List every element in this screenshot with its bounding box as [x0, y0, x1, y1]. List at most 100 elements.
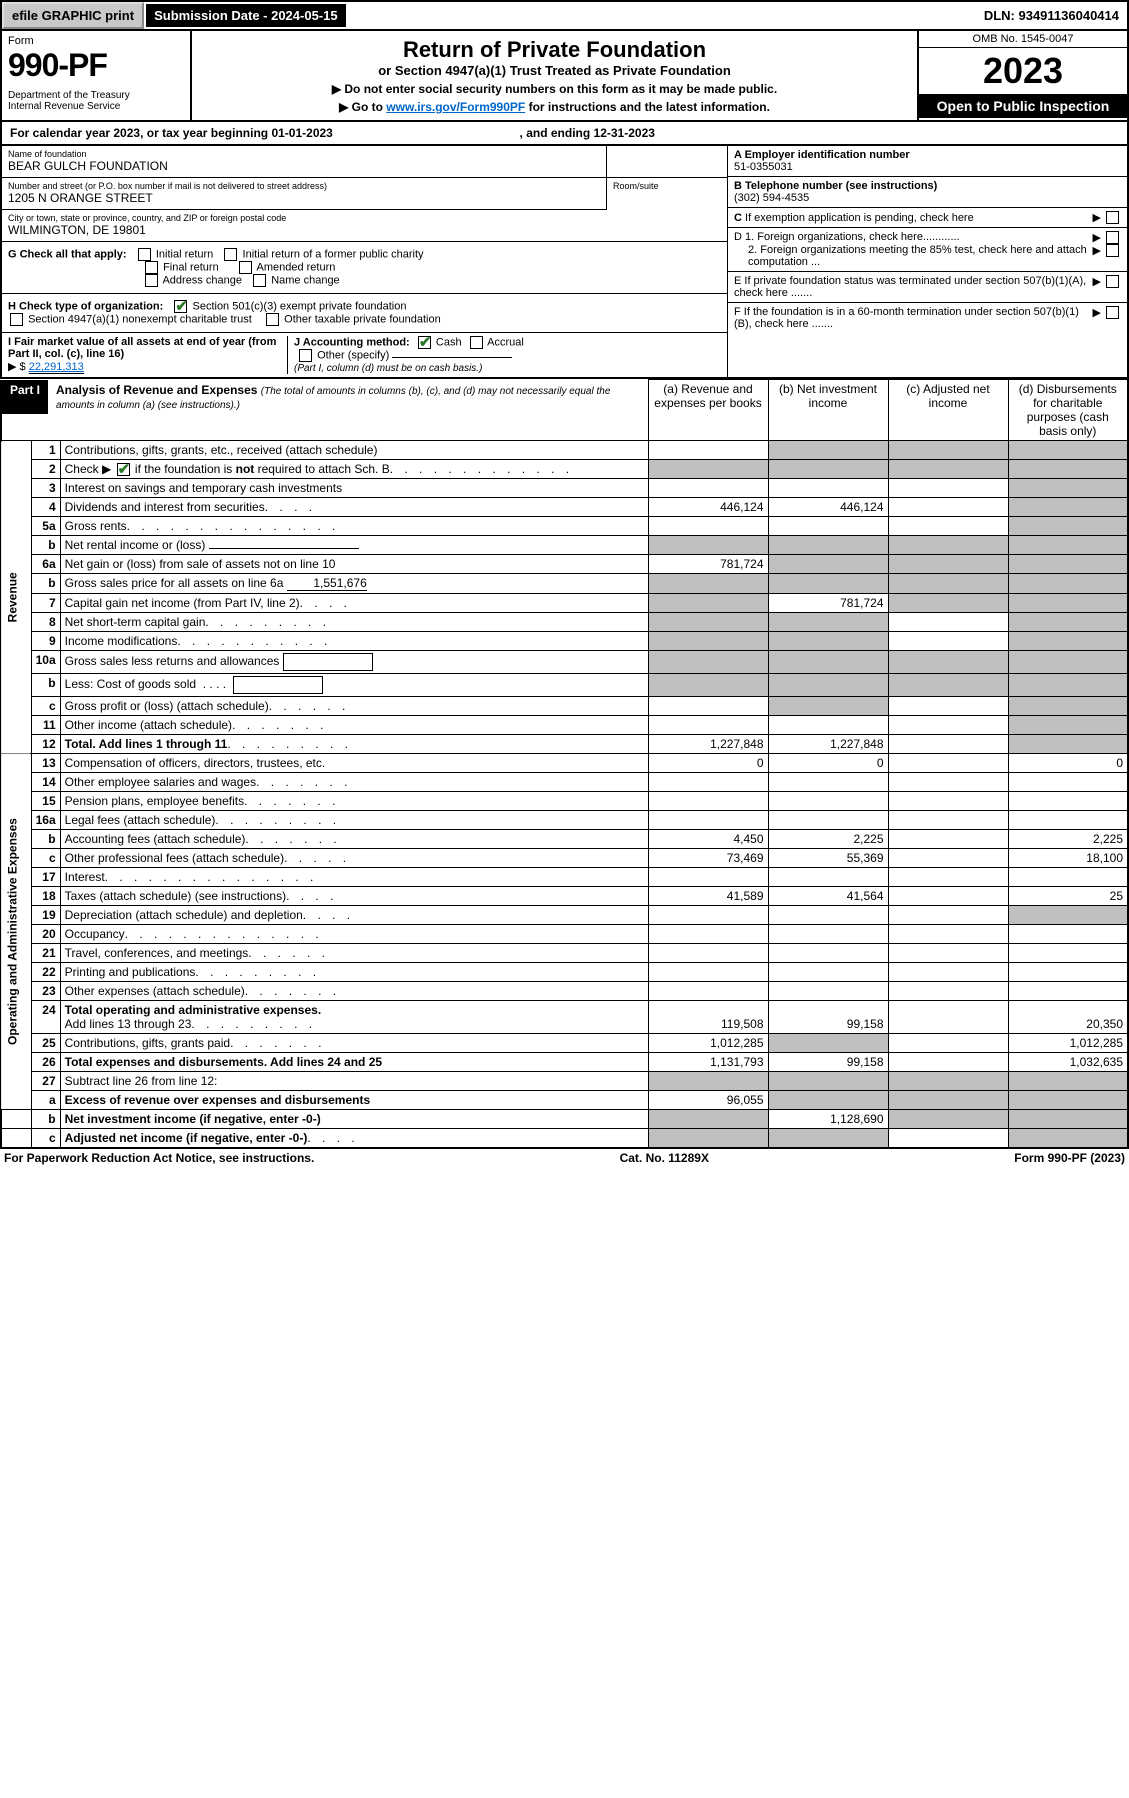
efile-print-button[interactable]: efile GRAPHIC print	[2, 2, 144, 29]
r8-desc: Net short-term capital gain . . . . . . …	[60, 613, 648, 632]
r3-num: 3	[31, 479, 60, 498]
cal-mid: , and ending	[520, 126, 594, 140]
r9-num: 9	[31, 632, 60, 651]
r5a-num: 5a	[31, 517, 60, 536]
section-i: I Fair market value of all assets at end…	[8, 336, 288, 374]
r4-a: 446,124	[648, 498, 768, 517]
col-c-head: (c) Adjusted net income	[888, 380, 1008, 441]
chk-f[interactable]	[1106, 306, 1119, 319]
r7-desc: Capital gain net income (from Part IV, l…	[60, 594, 648, 613]
r1-num: 1	[31, 441, 60, 460]
r27-desc: Subtract line 26 from line 12:	[60, 1072, 648, 1091]
ein-value: 51-0355031	[734, 161, 793, 173]
r14-desc: Other employee salaries and wages . . . …	[60, 773, 648, 792]
h-opt-1: Section 4947(a)(1) nonexempt charitable …	[28, 313, 252, 325]
expenses-vlabel: Operating and Administrative Expenses	[1, 754, 31, 1110]
chk-501c3[interactable]	[174, 300, 187, 313]
r16b-b: 2,225	[768, 830, 888, 849]
header-bullet-1: ▶ Do not enter social security numbers o…	[202, 82, 907, 96]
r4-num: 4	[31, 498, 60, 517]
chk-other-taxable[interactable]	[266, 313, 279, 326]
r27a-a: 96,055	[648, 1091, 768, 1110]
r10c-desc: Gross profit or (loss) (attach schedule)…	[60, 697, 648, 716]
r13-d: 0	[1008, 754, 1128, 773]
chk-4947a1[interactable]	[10, 313, 23, 326]
r13-a: 0	[648, 754, 768, 773]
chk-amended-return[interactable]	[239, 261, 252, 274]
footer-mid: Cat. No. 11289X	[620, 1151, 709, 1165]
r1-desc: Contributions, gifts, grants, etc., rece…	[60, 441, 648, 460]
r15-desc: Pension plans, employee benefits . . . .…	[60, 792, 648, 811]
chk-schb[interactable]	[117, 463, 130, 476]
part1-table: Part I Analysis of Revenue and Expenses …	[0, 379, 1129, 1149]
r16c-a: 73,469	[648, 849, 768, 868]
entity-info: Name of foundation BEAR GULCH FOUNDATION…	[0, 146, 1129, 379]
chk-other-method[interactable]	[299, 349, 312, 362]
r16b-d: 2,225	[1008, 830, 1128, 849]
r20-desc: Occupancy . . . . . . . . . . . . . .	[60, 925, 648, 944]
chk-initial-former[interactable]	[224, 248, 237, 261]
page-footer: For Paperwork Reduction Act Notice, see …	[0, 1149, 1129, 1167]
r26-d: 1,032,635	[1008, 1053, 1128, 1072]
r13-desc: Compensation of officers, directors, tru…	[60, 754, 648, 773]
form-number: 990-PF	[8, 47, 184, 84]
chk-initial-return[interactable]	[138, 248, 151, 261]
j-opt-cash: Cash	[436, 336, 462, 348]
street-address: 1205 N ORANGE STREET	[8, 191, 600, 205]
form-title: Return of Private Foundation	[202, 37, 907, 63]
fmv-link[interactable]: 22,291,313	[29, 361, 84, 374]
r2-num: 2	[31, 460, 60, 479]
r18-a: 41,589	[648, 887, 768, 906]
r25-d: 1,012,285	[1008, 1034, 1128, 1053]
chk-final-return[interactable]	[145, 261, 158, 274]
chk-name-change[interactable]	[253, 274, 266, 287]
r26-desc: Total expenses and disbursements. Add li…	[60, 1053, 648, 1072]
chk-c[interactable]	[1106, 211, 1119, 224]
r16a-num: 16a	[31, 811, 60, 830]
r22-num: 22	[31, 963, 60, 982]
j-note: (Part I, column (d) must be on cash basi…	[294, 363, 482, 374]
r22-desc: Printing and publications . . . . . . . …	[60, 963, 648, 982]
room-label: Room/suite	[613, 181, 721, 191]
r14-num: 14	[31, 773, 60, 792]
r16b-a: 4,450	[648, 830, 768, 849]
r7-num: 7	[31, 594, 60, 613]
r10c-num: c	[31, 697, 60, 716]
footer-left: For Paperwork Reduction Act Notice, see …	[4, 1151, 314, 1165]
form-title-block: Return of Private Foundation or Section …	[192, 31, 917, 120]
chk-d1[interactable]	[1106, 231, 1119, 244]
addr-label: Number and street (or P.O. box number if…	[8, 181, 600, 191]
g-opt-0: Initial return	[156, 248, 213, 260]
r10b-num: b	[31, 674, 60, 697]
dept-treasury: Department of the TreasuryInternal Reven…	[8, 90, 184, 112]
g-opt-4: Address change	[162, 274, 242, 286]
r17-desc: Interest . . . . . . . . . . . . . . .	[60, 868, 648, 887]
j-label: J Accounting method:	[294, 336, 410, 348]
f-label: F If the foundation is in a 60-month ter…	[734, 306, 1092, 330]
r27b-desc: Net investment income (if negative, ente…	[60, 1110, 648, 1129]
r16b-num: b	[31, 830, 60, 849]
chk-e[interactable]	[1106, 275, 1119, 288]
r27a-desc: Excess of revenue over expenses and disb…	[60, 1091, 648, 1110]
chk-accrual[interactable]	[470, 336, 483, 349]
chk-cash[interactable]	[418, 336, 431, 349]
ein-label: A Employer identification number	[734, 149, 910, 161]
r23-desc: Other expenses (attach schedule) . . . .…	[60, 982, 648, 1001]
footer-right: Form 990-PF (2023)	[1014, 1151, 1125, 1165]
cal-begin: 01-01-2023	[271, 126, 332, 140]
r6a-num: 6a	[31, 555, 60, 574]
r23-num: 23	[31, 982, 60, 1001]
section-g: G Check all that apply: Initial return I…	[2, 242, 727, 294]
r26-a: 1,131,793	[648, 1053, 768, 1072]
form-instructions-link[interactable]: www.irs.gov/Form990PF	[386, 100, 525, 114]
chk-d2[interactable]	[1106, 244, 1119, 257]
r18-desc: Taxes (attach schedule) (see instruction…	[60, 887, 648, 906]
cal-pre: For calendar year 2023, or tax year begi…	[10, 126, 271, 140]
r26-num: 26	[31, 1053, 60, 1072]
g-opt-2: Final return	[163, 261, 219, 273]
bullet2-pre: ▶ Go to	[339, 100, 386, 114]
chk-address-change[interactable]	[145, 274, 158, 287]
r8-num: 8	[31, 613, 60, 632]
r16c-desc: Other professional fees (attach schedule…	[60, 849, 648, 868]
d2-label: 2. Foreign organizations meeting the 85%…	[734, 244, 1092, 268]
